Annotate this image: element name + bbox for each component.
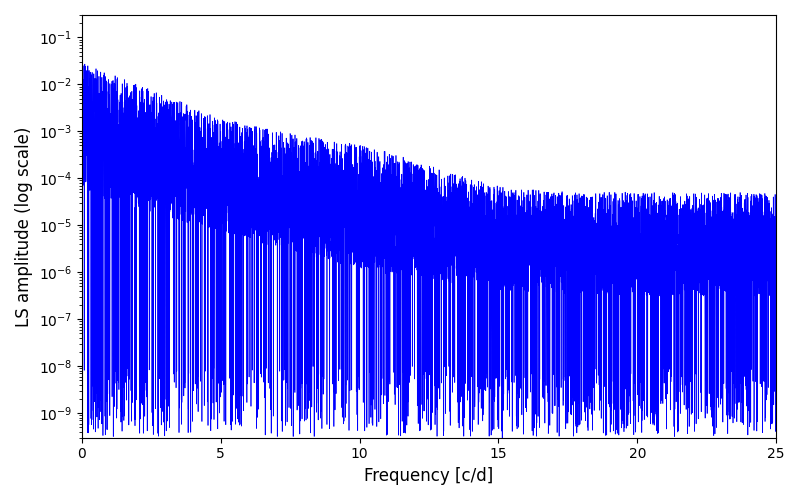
Y-axis label: LS amplitude (log scale): LS amplitude (log scale) <box>15 126 33 326</box>
X-axis label: Frequency [c/d]: Frequency [c/d] <box>364 467 494 485</box>
